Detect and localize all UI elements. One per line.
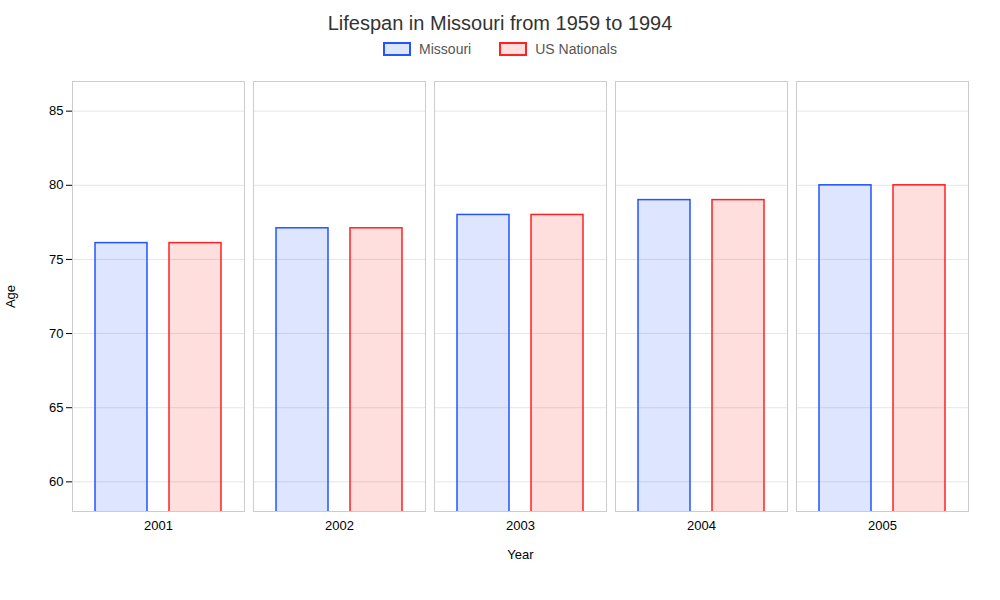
svg-text:2005: 2005	[868, 518, 897, 533]
html-text:Lifespan in Missouri from 1959: Lifespan in Missouri from 1959 to 1994	[327, 12, 673, 34]
svg-text:2002: 2002	[325, 518, 354, 533]
svg-text:2001: 2001	[144, 518, 173, 533]
html-text:US Nationals: US Nationals	[535, 41, 617, 57]
svg-text:65: 65	[49, 400, 63, 415]
svg-text:75: 75	[49, 252, 63, 267]
html-text:Missouri: Missouri	[419, 41, 472, 57]
svg-text:80: 80	[49, 177, 63, 192]
svg-text:85: 85	[49, 103, 63, 118]
svg-text:Age: Age	[3, 285, 18, 308]
svg-text:Year: Year	[507, 547, 534, 562]
svg-text:2003: 2003	[506, 518, 535, 533]
svg-text:60: 60	[49, 474, 63, 489]
svg-text:2004: 2004	[687, 518, 716, 533]
svg-text:70: 70	[49, 326, 63, 341]
